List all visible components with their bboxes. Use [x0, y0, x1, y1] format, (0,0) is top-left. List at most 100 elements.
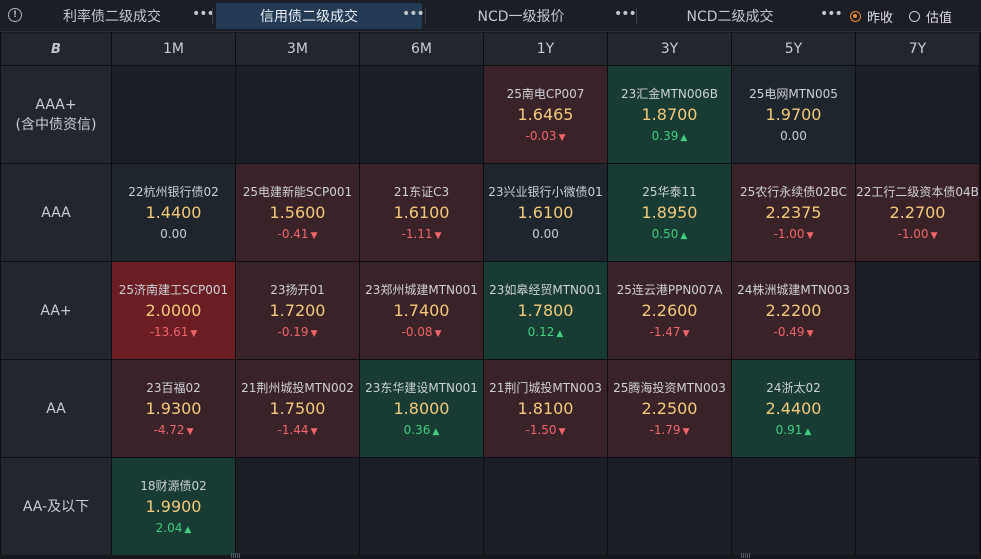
column-header[interactable]: 1M	[112, 33, 235, 65]
tab-ncd-primary-quote[interactable]: NCD一级报价 •••	[428, 3, 637, 29]
bond-cell[interactable]: 21荆门城投MTN003 1.8100 -1.50 ▼	[484, 360, 607, 457]
bond-cell[interactable]: 23扬开01 1.7200 -0.19 ▼	[236, 262, 359, 359]
bond-name: 23百福02	[146, 380, 201, 395]
bond-yield: 2.4400	[765, 398, 822, 418]
column-header[interactable]: 7Y	[856, 33, 979, 65]
arrow-down-icon: ▼	[310, 230, 318, 241]
empty-cell	[732, 458, 855, 555]
column-header[interactable]: 6M	[360, 33, 483, 65]
rating-row-label: AA-及以下	[1, 458, 111, 555]
radio-unselected-icon[interactable]	[909, 10, 920, 22]
arrow-down-icon: ▼	[682, 328, 690, 339]
bond-yield: 1.5600	[269, 202, 326, 222]
arrow-up-icon: ▲	[804, 426, 812, 437]
tab-label: NCD一级报价	[477, 9, 565, 25]
more-icon[interactable]: •••	[614, 6, 637, 22]
bond-yield: 1.9300	[145, 398, 202, 418]
rating-label-line: AA	[46, 400, 66, 417]
bond-yield: 1.8700	[641, 104, 698, 124]
bond-cell[interactable]: 18财源债02 1.9900 2.04 ▲	[112, 458, 235, 555]
more-icon[interactable]: •••	[402, 6, 425, 22]
empty-cell	[360, 458, 483, 555]
bond-name: 23兴业银行小微债01	[488, 184, 603, 199]
change-value: -1.00	[897, 226, 929, 241]
bond-cell[interactable]: 23郑州城建MTN001 1.7400 -0.08 ▼	[360, 262, 483, 359]
arrow-up-icon: ▲	[556, 328, 564, 339]
bond-yield: 2.2700	[889, 202, 946, 222]
bond-change: 0.00	[532, 225, 559, 243]
arrow-up-icon: ▲	[680, 132, 688, 143]
bond-cell[interactable]: 23如皋经贸MTN001 1.7800 0.12 ▲	[484, 262, 607, 359]
change-value: -0.08	[401, 324, 433, 339]
empty-cell	[360, 66, 483, 163]
radio-prev-close[interactable]: 昨收	[850, 7, 893, 26]
bond-change: -0.08 ▼	[402, 323, 442, 341]
rating-label-line: AAA+	[35, 96, 77, 113]
bond-cell[interactable]: 25电网MTN005 1.9700 0.00	[732, 66, 855, 163]
arrow-up-icon: ▲	[432, 426, 440, 437]
bond-cell[interactable]: 21东证C3 1.6100 -1.11 ▼	[360, 164, 483, 261]
bond-cell[interactable]: 25济南建工SCP001 2.0000 -13.61 ▼	[112, 262, 235, 359]
change-value: -1.44	[277, 422, 309, 437]
tab-rate-bond-secondary[interactable]: 利率债二级成交 •••	[32, 3, 215, 29]
bond-cell[interactable]: 23汇金MTN006B 1.8700 0.39 ▲	[608, 66, 731, 163]
more-icon[interactable]: •••	[820, 6, 843, 22]
bond-cell[interactable]: 24株洲城建MTN003 2.2200 -0.49 ▼	[732, 262, 855, 359]
rating-label-line: (含中债资信)	[15, 116, 97, 133]
column-header[interactable]: 1Y	[484, 33, 607, 65]
arrow-down-icon: ▼	[434, 328, 442, 339]
more-icon[interactable]: •••	[192, 6, 215, 22]
bond-change: 0.91 ▲	[776, 421, 812, 439]
bond-name: 25电建新能SCP001	[242, 184, 353, 199]
bond-name: 21荆门城投MTN003	[489, 380, 602, 395]
bond-change: 0.50 ▲	[652, 225, 688, 243]
change-value: 0.00	[160, 226, 187, 241]
bond-cell[interactable]: 25连云港PPN007A 2.2600 -1.47 ▼	[608, 262, 731, 359]
bond-change: -1.44 ▼	[278, 421, 318, 439]
arrow-up-icon: ▲	[184, 524, 192, 535]
bond-name: 23扬开01	[270, 282, 325, 297]
empty-cell	[608, 458, 731, 555]
bond-change: -0.03 ▼	[526, 127, 566, 145]
bond-cell[interactable]: 23百福02 1.9300 -4.72 ▼	[112, 360, 235, 457]
change-value: -1.47	[649, 324, 681, 339]
bond-cell[interactable]: 23东华建设MTN001 1.8000 0.36 ▲	[360, 360, 483, 457]
bond-change: -1.00 ▼	[774, 225, 814, 243]
tab-credit-bond-secondary[interactable]: 信用债二级成交 •••	[216, 3, 425, 29]
radio-valuation[interactable]: 估值	[909, 7, 952, 26]
change-value: -1.11	[401, 226, 433, 241]
empty-cell	[112, 66, 235, 163]
bond-cell[interactable]: 25农行永续债02BC 2.2375 -1.00 ▼	[732, 164, 855, 261]
bond-name: 25连云港PPN007A	[616, 282, 723, 297]
bond-cell[interactable]: 23兴业银行小微债01 1.6100 0.00	[484, 164, 607, 261]
change-value: 0.00	[780, 128, 807, 143]
resize-handle[interactable]	[231, 553, 241, 558]
bond-cell[interactable]: 24浙太02 2.4400 0.91 ▲	[732, 360, 855, 457]
column-header[interactable]: 3Y	[608, 33, 731, 65]
change-value: -0.41	[277, 226, 309, 241]
corner-logo: B	[1, 33, 111, 65]
bond-change: -0.41 ▼	[278, 225, 318, 243]
resize-handle[interactable]	[741, 553, 751, 558]
info-icon[interactable]: !	[8, 8, 22, 22]
change-value: 0.39	[651, 128, 679, 143]
bond-cell[interactable]: 25南电CP007 1.6465 -0.03 ▼	[484, 66, 607, 163]
bond-cell[interactable]: 25华泰11 1.8950 0.50 ▲	[608, 164, 731, 261]
bond-cell[interactable]: 25腾海投资MTN003 2.2500 -1.79 ▼	[608, 360, 731, 457]
radio-selected-icon[interactable]	[850, 10, 861, 22]
bond-change: -4.72 ▼	[154, 421, 194, 439]
bond-cell[interactable]: 22杭州银行债02 1.4400 0.00	[112, 164, 235, 261]
column-header[interactable]: 3M	[236, 33, 359, 65]
bond-name: 25腾海投资MTN003	[613, 380, 726, 395]
bond-yield: 2.2375	[765, 202, 822, 222]
arrow-down-icon: ▼	[558, 426, 566, 437]
empty-cell	[856, 458, 979, 555]
tab-ncd-secondary[interactable]: NCD二级成交 •••	[640, 3, 843, 29]
bond-cell[interactable]: 21荆州城投MTN002 1.7500 -1.44 ▼	[236, 360, 359, 457]
change-value: -0.49	[773, 324, 805, 339]
bond-cell[interactable]: 25电建新能SCP001 1.5600 -0.41 ▼	[236, 164, 359, 261]
bond-change: 0.12 ▲	[528, 323, 564, 341]
bond-change: 2.04 ▲	[156, 519, 192, 537]
bond-cell[interactable]: 22工行二级资本债04B 2.2700 -1.00 ▼	[856, 164, 979, 261]
column-header[interactable]: 5Y	[732, 33, 855, 65]
